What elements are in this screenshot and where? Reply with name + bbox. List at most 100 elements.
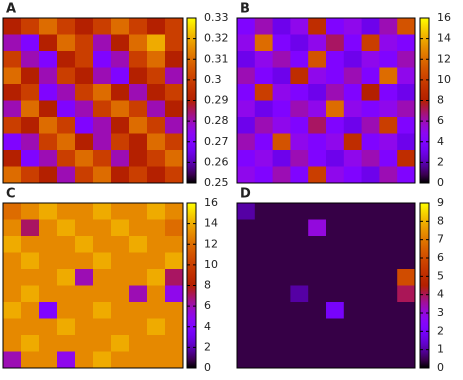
heat-cell — [326, 67, 345, 85]
heat-cell — [308, 51, 327, 68]
heat-cell — [147, 219, 166, 237]
heat-cell — [111, 285, 130, 303]
panel-label: B — [240, 2, 250, 17]
heat-cell — [397, 335, 416, 352]
heat-cell — [3, 18, 22, 35]
heat-cell — [147, 117, 166, 134]
colorbar-tick-label: 14 — [437, 32, 451, 45]
heat-cell — [165, 166, 184, 184]
heat-cell — [254, 285, 274, 303]
heat-cell — [21, 166, 40, 184]
heat-cell — [290, 219, 309, 237]
heat-cell — [3, 219, 22, 237]
heat-cell — [75, 285, 94, 303]
heat-cell — [361, 285, 380, 303]
heat-cell — [361, 51, 380, 68]
heat-cell — [254, 302, 274, 319]
heat-cell — [272, 351, 291, 369]
heat-cell — [111, 351, 130, 369]
heat-cell — [361, 351, 380, 369]
heat-cell — [237, 133, 256, 151]
heat-cell — [3, 67, 22, 85]
heat-cell — [3, 51, 22, 68]
heat-cell — [93, 100, 112, 118]
heat-cell — [75, 34, 94, 52]
heat-cell — [21, 18, 40, 35]
heat-cell — [326, 219, 345, 237]
heat-cell — [129, 51, 148, 68]
heat-cell — [237, 335, 256, 352]
heat-cell — [397, 84, 416, 101]
colorbar-tick-label: 0.25 — [204, 176, 229, 189]
heat-cell — [379, 133, 398, 151]
heat-cell — [39, 219, 58, 237]
heat-cell — [379, 269, 398, 286]
heat-cell — [290, 18, 309, 35]
heat-cell — [308, 335, 327, 352]
heat-cell — [237, 203, 256, 220]
heat-cell — [361, 34, 380, 52]
colorbar-tick-label: 0.33 — [204, 11, 229, 24]
heat-cell — [75, 166, 94, 184]
heat-cell — [343, 84, 363, 101]
heat-cell — [290, 203, 309, 220]
heat-cell — [111, 133, 130, 151]
heat-cell — [111, 236, 130, 253]
heat-cell — [57, 252, 76, 270]
heat-cell — [165, 18, 184, 35]
heat-cell — [254, 351, 274, 369]
heat-cell — [308, 100, 327, 118]
heat-cell — [397, 236, 416, 253]
heat-cell — [272, 302, 291, 319]
heat-cell — [308, 351, 327, 369]
heat-cell — [308, 318, 327, 336]
heat-cell — [147, 302, 166, 319]
heat-cell — [326, 285, 345, 303]
heat-cell — [129, 236, 148, 253]
heat-cell — [93, 67, 112, 85]
heat-cell — [343, 351, 363, 369]
colorbar-tick-label: 5 — [437, 269, 444, 282]
heat-cell — [326, 150, 345, 167]
heat-cell — [147, 34, 166, 52]
colorbar-tick-label: 1 — [437, 343, 444, 356]
heat-cell — [75, 335, 94, 352]
heat-cell — [254, 51, 274, 68]
heat-cell — [3, 133, 22, 151]
heat-cell — [397, 351, 416, 369]
heat-cell — [290, 236, 309, 253]
heat-cell — [343, 150, 363, 167]
heat-cell — [75, 117, 94, 134]
heat-cell — [147, 252, 166, 270]
heat-cell — [111, 84, 130, 101]
heat-cell — [57, 269, 76, 286]
heat-cell — [147, 166, 166, 184]
colorbar-tick-label: 8 — [204, 279, 211, 292]
heat-cell — [272, 133, 291, 151]
heat-cell — [361, 318, 380, 336]
heat-cell — [165, 203, 184, 220]
heat-cell — [57, 302, 76, 319]
heat-cell — [3, 34, 22, 52]
heat-cell — [39, 67, 58, 85]
heat-cell — [326, 166, 345, 184]
heat-cell — [129, 219, 148, 237]
heat-cell — [272, 269, 291, 286]
heat-cell — [93, 34, 112, 52]
heat-cell — [57, 117, 76, 134]
heat-cell — [343, 236, 363, 253]
heat-cell — [326, 133, 345, 151]
heat-cell — [379, 67, 398, 85]
heat-cell — [379, 351, 398, 369]
colorbar-tick-label: 0.3 — [204, 73, 222, 86]
heat-cell — [237, 166, 256, 184]
heat-cell — [290, 335, 309, 352]
colorbar-tick-label: 0.28 — [204, 114, 229, 127]
heat-cell — [147, 269, 166, 286]
heat-cell — [290, 318, 309, 336]
heat-cell — [272, 318, 291, 336]
heat-cell — [254, 335, 274, 352]
heat-cell — [147, 51, 166, 68]
heat-cell — [254, 100, 274, 118]
heat-cell — [343, 166, 363, 184]
